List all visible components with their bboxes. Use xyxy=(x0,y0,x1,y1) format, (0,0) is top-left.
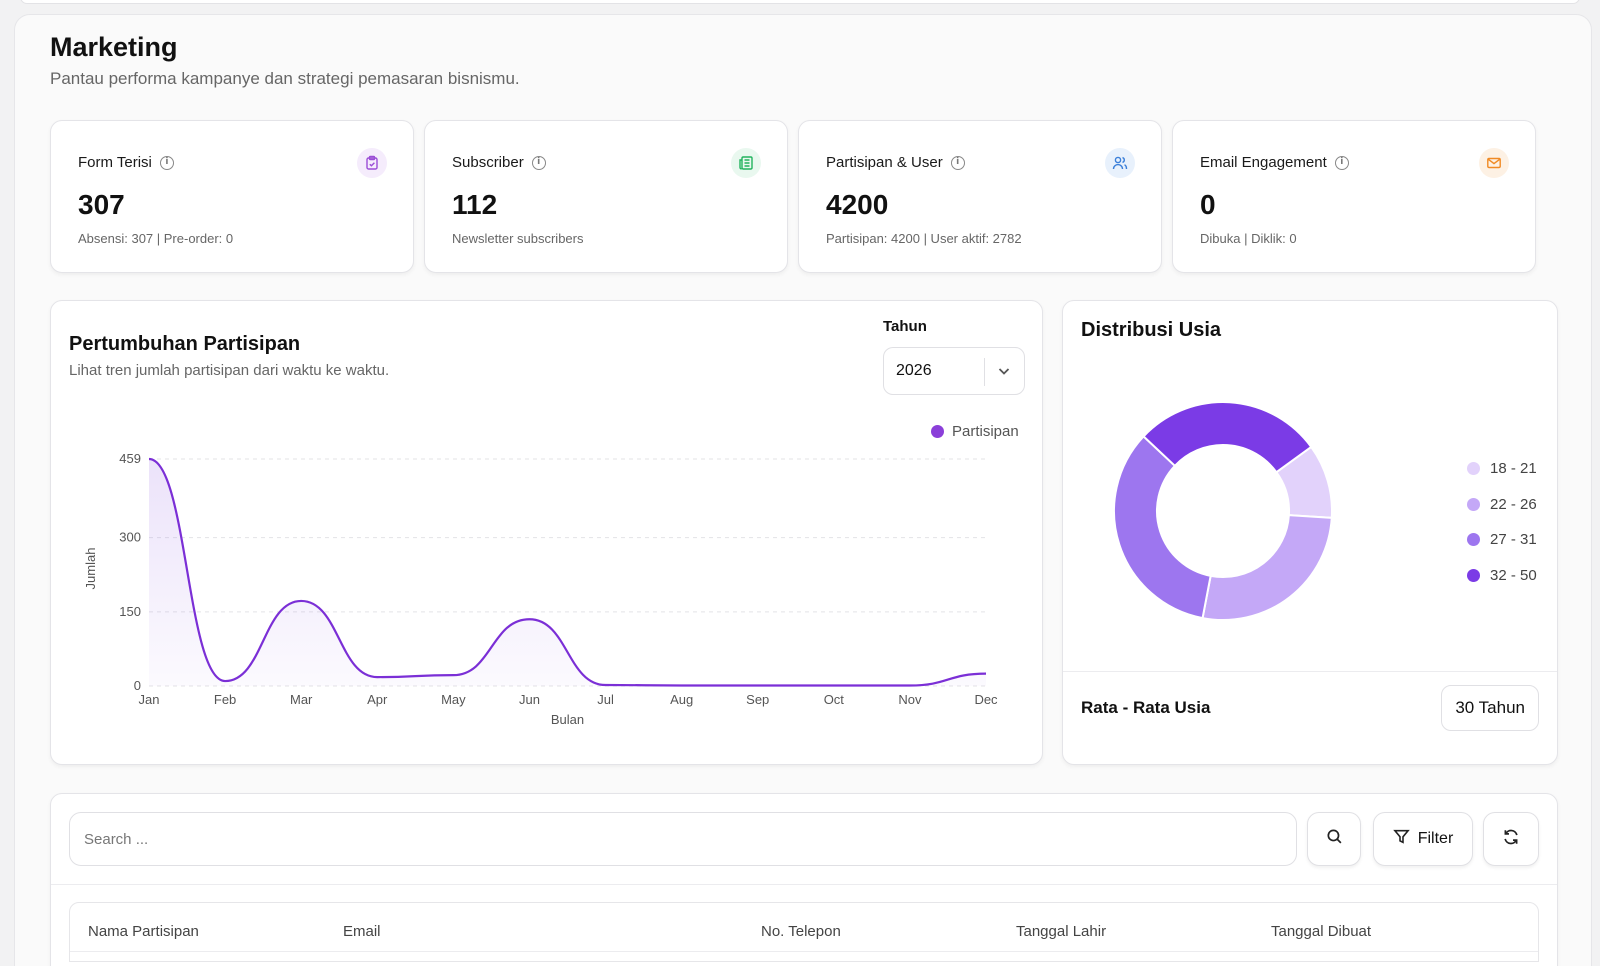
x-tick-label: Aug xyxy=(670,692,693,707)
donut-slice-22-26 xyxy=(1201,514,1333,621)
series-line xyxy=(148,457,987,687)
stat-label: Form Terisi xyxy=(78,154,152,171)
search-input[interactable] xyxy=(69,812,1297,866)
chart-legend: Partisipan xyxy=(931,423,1019,440)
stat-sub: Absensi: 307 | Pre-order: 0 xyxy=(78,231,234,246)
legend-label: 18 - 21 xyxy=(1490,460,1537,478)
age-legend: 18 - 21 22 - 26 27 - 31 32 - 50 xyxy=(1467,451,1537,593)
age-legend-item: 32 - 50 xyxy=(1467,558,1537,594)
chevron-down-icon xyxy=(996,363,1012,384)
refresh-button[interactable] xyxy=(1483,812,1539,866)
y-tick-label: 300 xyxy=(119,530,141,545)
mail-icon xyxy=(1479,148,1509,178)
stat-value: 307 xyxy=(78,189,125,220)
column-header-nama[interactable]: Nama Partisipan xyxy=(88,923,199,940)
participants-table-card: Filter Nama Partisipan Email No. Telepon… xyxy=(50,793,1558,966)
age-legend-item: 27 - 31 xyxy=(1467,522,1537,558)
stat-sub: Dibuka | Diklik: 0 xyxy=(1200,231,1297,246)
x-tick-label: Jul xyxy=(597,692,614,707)
growth-subtitle: Lihat tren jumlah partisipan dari waktu … xyxy=(69,362,390,379)
column-header-tanggal-lahir[interactable]: Tanggal Lahir xyxy=(1016,923,1107,940)
x-tick-label: Jun xyxy=(519,692,540,707)
stat-value: 0 xyxy=(1200,189,1216,220)
filter-button[interactable]: Filter xyxy=(1373,812,1473,866)
clipboard-icon xyxy=(357,148,387,178)
filter-icon xyxy=(1392,828,1410,850)
column-header-telepon[interactable]: No. Telepon xyxy=(761,923,841,940)
stat-label: Subscriber xyxy=(452,154,524,171)
y-tick-label: 459 xyxy=(119,451,141,466)
legend-dot xyxy=(1467,568,1480,582)
top-strip xyxy=(20,0,1580,4)
x-tick-label: Oct xyxy=(824,692,845,707)
line-chart: 0 150 300 459 Jan Feb Mar Apr May Jun Jul Aug Sep Oct… xyxy=(83,451,998,727)
newspaper-icon xyxy=(731,148,761,178)
stat-card-email-engagement: Email Engagement i 0 Dibuka | Diklik: 0 xyxy=(1172,120,1536,273)
stat-sub: Partisipan: 4200 | User aktif: 2782 xyxy=(826,231,1022,246)
year-select[interactable]: 2026 xyxy=(883,347,1025,395)
x-tick-label: Sep xyxy=(746,692,769,707)
y-axis-label: Jumlah xyxy=(83,548,98,590)
page-title: Marketing xyxy=(50,32,178,62)
users-icon xyxy=(1105,148,1135,178)
legend-dot xyxy=(1467,497,1480,511)
growth-chart-card: Pertumbuhan Partisipan Lihat tren jumlah… xyxy=(50,300,1043,765)
average-age-value: 30 Tahun xyxy=(1441,685,1539,731)
info-icon[interactable]: i xyxy=(1334,155,1349,170)
stat-card-partisipan-user: Partisipan & User i 4200 Partisipan: 4200… xyxy=(798,120,1162,273)
legend-label: 27 - 31 xyxy=(1490,531,1537,549)
info-icon[interactable]: i xyxy=(159,155,174,170)
stat-card-form-terisi: Form Terisi i 307 Absensi: 307 | Pre-orde… xyxy=(50,120,414,273)
legend-dot xyxy=(1467,533,1480,547)
year-value: 2026 xyxy=(896,362,932,379)
x-tick-label: Mar xyxy=(290,692,313,707)
x-tick-label: Apr xyxy=(367,692,388,707)
search-button[interactable] xyxy=(1307,812,1361,866)
age-distribution-card: Distribusi Usia 18 - 21 22 - 26 27 - 31 32 … xyxy=(1062,300,1558,765)
stat-label: Email Engagement xyxy=(1200,154,1327,171)
stat-card-subscriber: Subscriber i 112 Newsletter subscribers xyxy=(424,120,788,273)
legend-dot xyxy=(1467,462,1480,476)
stat-value: 112 xyxy=(452,189,498,220)
age-legend-item: 22 - 26 xyxy=(1467,487,1537,523)
search-icon xyxy=(1326,828,1343,850)
x-tick-label: Jan xyxy=(139,692,160,707)
y-tick-label: 0 xyxy=(134,678,141,693)
y-tick-label: 150 xyxy=(119,604,141,619)
x-tick-label: Feb xyxy=(214,692,236,707)
legend-label: Partisipan xyxy=(952,423,1019,440)
x-axis-label: Bulan xyxy=(551,712,584,727)
filter-label: Filter xyxy=(1417,830,1454,847)
age-legend-item: 18 - 21 xyxy=(1467,451,1537,487)
stat-label: Partisipan & User xyxy=(826,154,943,171)
column-header-tanggal-dibuat[interactable]: Tanggal Dibuat xyxy=(1271,923,1372,940)
donut-slice-32-50 xyxy=(1142,401,1313,474)
x-tick-label: Nov xyxy=(898,692,922,707)
donut-chart xyxy=(1113,401,1333,621)
refresh-icon xyxy=(1502,828,1520,851)
growth-title: Pertumbuhan Partisipan xyxy=(69,333,301,355)
info-icon[interactable]: i xyxy=(950,155,965,170)
stat-value: 4200 xyxy=(826,189,889,220)
donut-slice-27-31 xyxy=(1113,434,1212,620)
year-label: Tahun xyxy=(883,318,927,335)
column-header-email[interactable]: Email xyxy=(343,923,381,940)
x-tick-label: Dec xyxy=(974,692,998,707)
legend-dot xyxy=(931,425,944,438)
age-title: Distribusi Usia xyxy=(1081,319,1222,341)
stat-sub: Newsletter subscribers xyxy=(452,231,584,246)
legend-label: 32 - 50 xyxy=(1490,566,1537,584)
legend-label: 22 - 26 xyxy=(1490,495,1537,513)
page-subtitle: Pantau performa kampanye dan strategi pe… xyxy=(50,69,520,88)
table-header: Nama Partisipan Email No. Telepon Tangga… xyxy=(69,902,1539,962)
average-age-label: Rata - Rata Usia xyxy=(1081,698,1211,717)
info-icon[interactable]: i xyxy=(531,155,546,170)
x-tick-label: May xyxy=(441,692,466,707)
